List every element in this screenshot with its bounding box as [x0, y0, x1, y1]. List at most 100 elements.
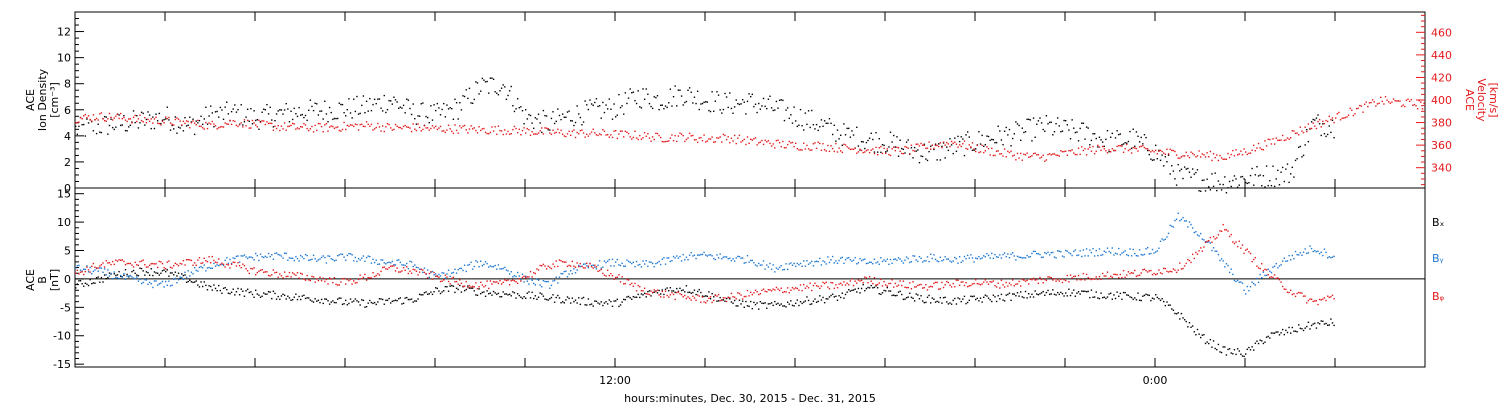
by-point: [160, 282, 162, 284]
by-point: [341, 253, 344, 256]
density-point: [1069, 138, 1072, 140]
velocity-point: [661, 140, 664, 143]
density-point: [1148, 153, 1150, 156]
bx-point: [404, 297, 406, 299]
density-point: [756, 111, 758, 114]
velocity-point: [248, 127, 250, 129]
by-point: [383, 262, 385, 264]
bz-point: [772, 288, 774, 290]
bz-point: [860, 279, 863, 282]
bz-point: [1140, 272, 1142, 274]
by-point: [1150, 252, 1152, 255]
density-point: [197, 122, 199, 124]
by-point: [1042, 256, 1044, 258]
by-point: [570, 270, 572, 272]
velocity-point: [488, 133, 490, 135]
by-point: [1082, 249, 1085, 251]
by-point: [928, 260, 930, 263]
velocity-point: [81, 118, 83, 120]
velocity-point: [213, 123, 215, 125]
by-point: [671, 259, 673, 262]
velocity-point: [722, 133, 725, 136]
density-point: [762, 97, 765, 100]
by-point: [1243, 289, 1245, 292]
velocity-point: [409, 127, 411, 129]
velocity-point: [1106, 152, 1109, 154]
bx-point: [497, 292, 500, 295]
velocity-point: [938, 145, 940, 148]
by-point: [875, 262, 877, 264]
by-point: [86, 265, 88, 267]
by-point: [846, 257, 848, 259]
bx-point: [761, 302, 763, 304]
bz-point: [568, 264, 570, 267]
bx-point: [838, 295, 840, 297]
density-point: [650, 105, 652, 108]
bz-point: [349, 278, 352, 281]
bz-point: [1042, 282, 1044, 284]
by-point: [345, 259, 347, 261]
bz-point: [282, 277, 284, 279]
bz-point: [811, 289, 813, 292]
by-point: [1179, 220, 1181, 222]
density-point: [1177, 163, 1179, 166]
velocity-point: [362, 125, 365, 127]
velocity-point: [952, 142, 954, 145]
bx-point: [460, 291, 463, 293]
bx-point: [687, 291, 689, 294]
by-point: [1219, 259, 1221, 262]
bz-point: [1294, 295, 1297, 298]
density-point: [1296, 158, 1298, 160]
bz-point: [1100, 278, 1102, 281]
bx-point: [1008, 292, 1011, 294]
velocity-point: [296, 127, 299, 129]
bx-point: [613, 300, 615, 302]
bx-point: [1285, 329, 1287, 332]
velocity-point: [1299, 126, 1302, 128]
by-point: [144, 278, 146, 281]
bx-point: [216, 289, 218, 292]
velocity-point: [494, 126, 496, 128]
bz-point: [868, 276, 871, 278]
bx-point: [1092, 296, 1094, 299]
bz-point: [688, 297, 691, 299]
density-point: [1204, 190, 1207, 192]
density-point: [156, 120, 159, 122]
bz-point: [83, 273, 85, 276]
bz-point: [1073, 275, 1075, 278]
velocity-point: [291, 122, 294, 125]
by-point: [973, 261, 975, 263]
bz-point: [975, 279, 977, 281]
density-point: [1084, 138, 1086, 140]
bx-point: [1090, 289, 1093, 291]
velocity-point: [1405, 99, 1408, 102]
by-point: [182, 278, 185, 280]
by-point: [550, 284, 553, 287]
bz-point: [78, 273, 80, 275]
bz-point: [700, 301, 702, 303]
density-point: [145, 118, 148, 121]
velocity-point: [165, 116, 167, 118]
by-point: [721, 257, 723, 260]
bx-point: [1307, 321, 1310, 324]
bz-point: [94, 266, 96, 268]
bz-point: [208, 256, 210, 258]
by-point: [958, 256, 961, 258]
velocity-point: [1232, 149, 1234, 152]
bx-point: [627, 295, 630, 298]
bx-point: [134, 272, 136, 275]
by-point: [1145, 248, 1147, 250]
bz-point: [782, 291, 784, 294]
bz-point: [139, 260, 141, 263]
velocity-point: [632, 136, 635, 139]
by-point: [587, 267, 590, 269]
velocity-point: [743, 138, 745, 141]
by-point: [809, 262, 811, 264]
density-point: [152, 116, 154, 118]
bz-point: [287, 275, 289, 278]
velocity-point: [1217, 159, 1220, 162]
bx-point: [324, 298, 326, 300]
velocity-point: [910, 144, 913, 147]
bx-point: [176, 275, 178, 277]
velocity-point: [640, 138, 643, 140]
